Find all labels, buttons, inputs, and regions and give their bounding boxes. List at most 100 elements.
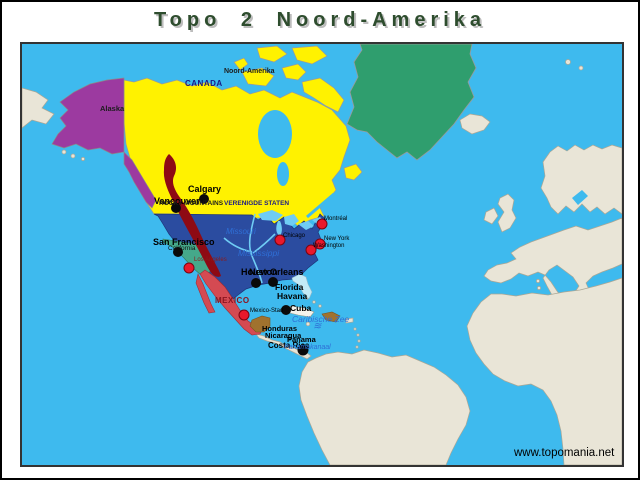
- panamakanaal-label: Panamakanaal: [284, 344, 331, 351]
- alaska-panhandle: [123, 151, 157, 209]
- james-bay: [277, 162, 289, 186]
- map-frame: Noord-Amerika CANADA Alaska Calgary Vanc…: [20, 42, 624, 467]
- corsica: [536, 279, 540, 283]
- havana-marker: [281, 305, 291, 315]
- map-drawing: [22, 44, 622, 465]
- mexico-label: MEXICO: [215, 296, 250, 305]
- svalbard: [565, 59, 571, 65]
- page-title: Topo 2 Noord-Amerika: [153, 9, 487, 31]
- washington-marker: [305, 244, 317, 256]
- great-britain: [497, 193, 517, 233]
- arctic-island: [281, 63, 307, 81]
- map-canvas: Noord-Amerika CANADA Alaska Calgary Vanc…: [22, 44, 622, 465]
- aleutian-island: [61, 149, 67, 155]
- panamakanaal-marker: [297, 344, 309, 356]
- new-york-marker: [314, 238, 326, 250]
- missouri-river: [223, 237, 253, 253]
- waves-icon: ≋: [313, 321, 322, 332]
- alaska-label: Alaska: [100, 104, 125, 113]
- san-francisco-label: San Francisco: [153, 237, 215, 247]
- greenland-region: [346, 44, 477, 161]
- new-york-label: New York: [324, 236, 350, 242]
- yucatan-region: [249, 315, 271, 333]
- antilles-island: [357, 339, 361, 343]
- houston-marker: [251, 278, 261, 288]
- canada-label: CANADA: [185, 79, 223, 88]
- honduras-label: Honduras: [262, 324, 298, 333]
- calgary-marker: [199, 194, 209, 204]
- bahamas: [312, 300, 316, 304]
- south-america: [298, 349, 471, 465]
- baltic-sea: [572, 190, 588, 205]
- iceland: [459, 113, 491, 135]
- rocky-mountains-label: ROCKY MOUNTAINS: [159, 200, 224, 207]
- mexico-stad-marker: [238, 309, 250, 321]
- lake-michigan: [276, 221, 282, 236]
- alaska-main: [51, 77, 125, 155]
- lake-superior: [258, 210, 283, 221]
- rocky-mountains-region: [163, 154, 221, 277]
- hudson-bay: [258, 110, 292, 158]
- lake-huron: [284, 214, 299, 226]
- missouri-label: Missouri: [226, 227, 256, 236]
- watermark: www.topomania.net: [514, 447, 615, 459]
- california-label: California: [168, 245, 196, 252]
- houston-label: Houston: [241, 267, 278, 277]
- neutral-landmasses: [22, 59, 622, 465]
- havana-label: Havana: [277, 291, 308, 301]
- arctic-island: [233, 57, 249, 71]
- mississippi-label: Mississippi: [238, 248, 280, 258]
- montreal-label: Montréal: [324, 216, 348, 222]
- central-america: [255, 333, 312, 360]
- verenigde-staten-label: VERENIGDE STATEN: [224, 200, 290, 207]
- chukotka-russia: [22, 87, 55, 129]
- mississippi-river: [248, 213, 263, 284]
- nicaragua-label: Nicaragua: [265, 331, 302, 340]
- newfoundland: [343, 163, 363, 181]
- chicago-marker: [274, 234, 286, 246]
- arctic-island: [291, 45, 328, 65]
- montreal-marker: [316, 218, 328, 230]
- caribische-zee-label: Caribische Zee: [292, 314, 350, 324]
- aleutian-island: [81, 157, 85, 161]
- city-markers: [171, 194, 328, 356]
- los-angeles-marker: [183, 262, 195, 274]
- bahamas: [318, 304, 322, 308]
- jamaica: [305, 321, 311, 327]
- chicago-label: Chicago: [283, 233, 306, 239]
- hispaniola-island: [321, 311, 341, 323]
- lake-erie: [298, 221, 314, 230]
- great-lakes: [258, 210, 324, 236]
- puerto-rico: [345, 317, 354, 324]
- rivers: [223, 213, 276, 284]
- panama-label: Panama: [287, 335, 316, 344]
- new-orleans-marker: [268, 277, 278, 287]
- new-orleans-label: New Orleans: [249, 267, 304, 277]
- antilles-island: [353, 327, 357, 331]
- los-angeles-label: Los Angeles: [194, 257, 227, 263]
- ireland: [483, 207, 499, 225]
- ohio-river: [252, 233, 276, 254]
- scandinavia: [540, 144, 622, 215]
- calgary-label: Calgary: [188, 184, 222, 194]
- florida-label: Florida: [275, 282, 304, 292]
- canada-region: [123, 45, 363, 227]
- mexico-stad-label: Mexico-Stad: [250, 308, 284, 314]
- vancouver-label: Vancouver: [154, 196, 200, 206]
- svalbard: [578, 65, 584, 71]
- baja-california: [195, 273, 216, 314]
- alaska-region: [51, 77, 157, 209]
- africa: [466, 277, 622, 465]
- continent-label: Noord-Amerika: [224, 68, 275, 75]
- aleutian-island: [70, 153, 76, 159]
- costa-rica-label: Costa Rica: [268, 341, 310, 350]
- antilles-island: [355, 345, 359, 349]
- antilles-island: [356, 333, 360, 337]
- canada-mainland: [123, 77, 351, 227]
- sardinia: [537, 286, 541, 290]
- vancouver-marker: [171, 203, 181, 213]
- san-francisco-marker: [173, 247, 183, 257]
- baffin-island: [301, 77, 345, 113]
- arctic-island: [241, 67, 275, 87]
